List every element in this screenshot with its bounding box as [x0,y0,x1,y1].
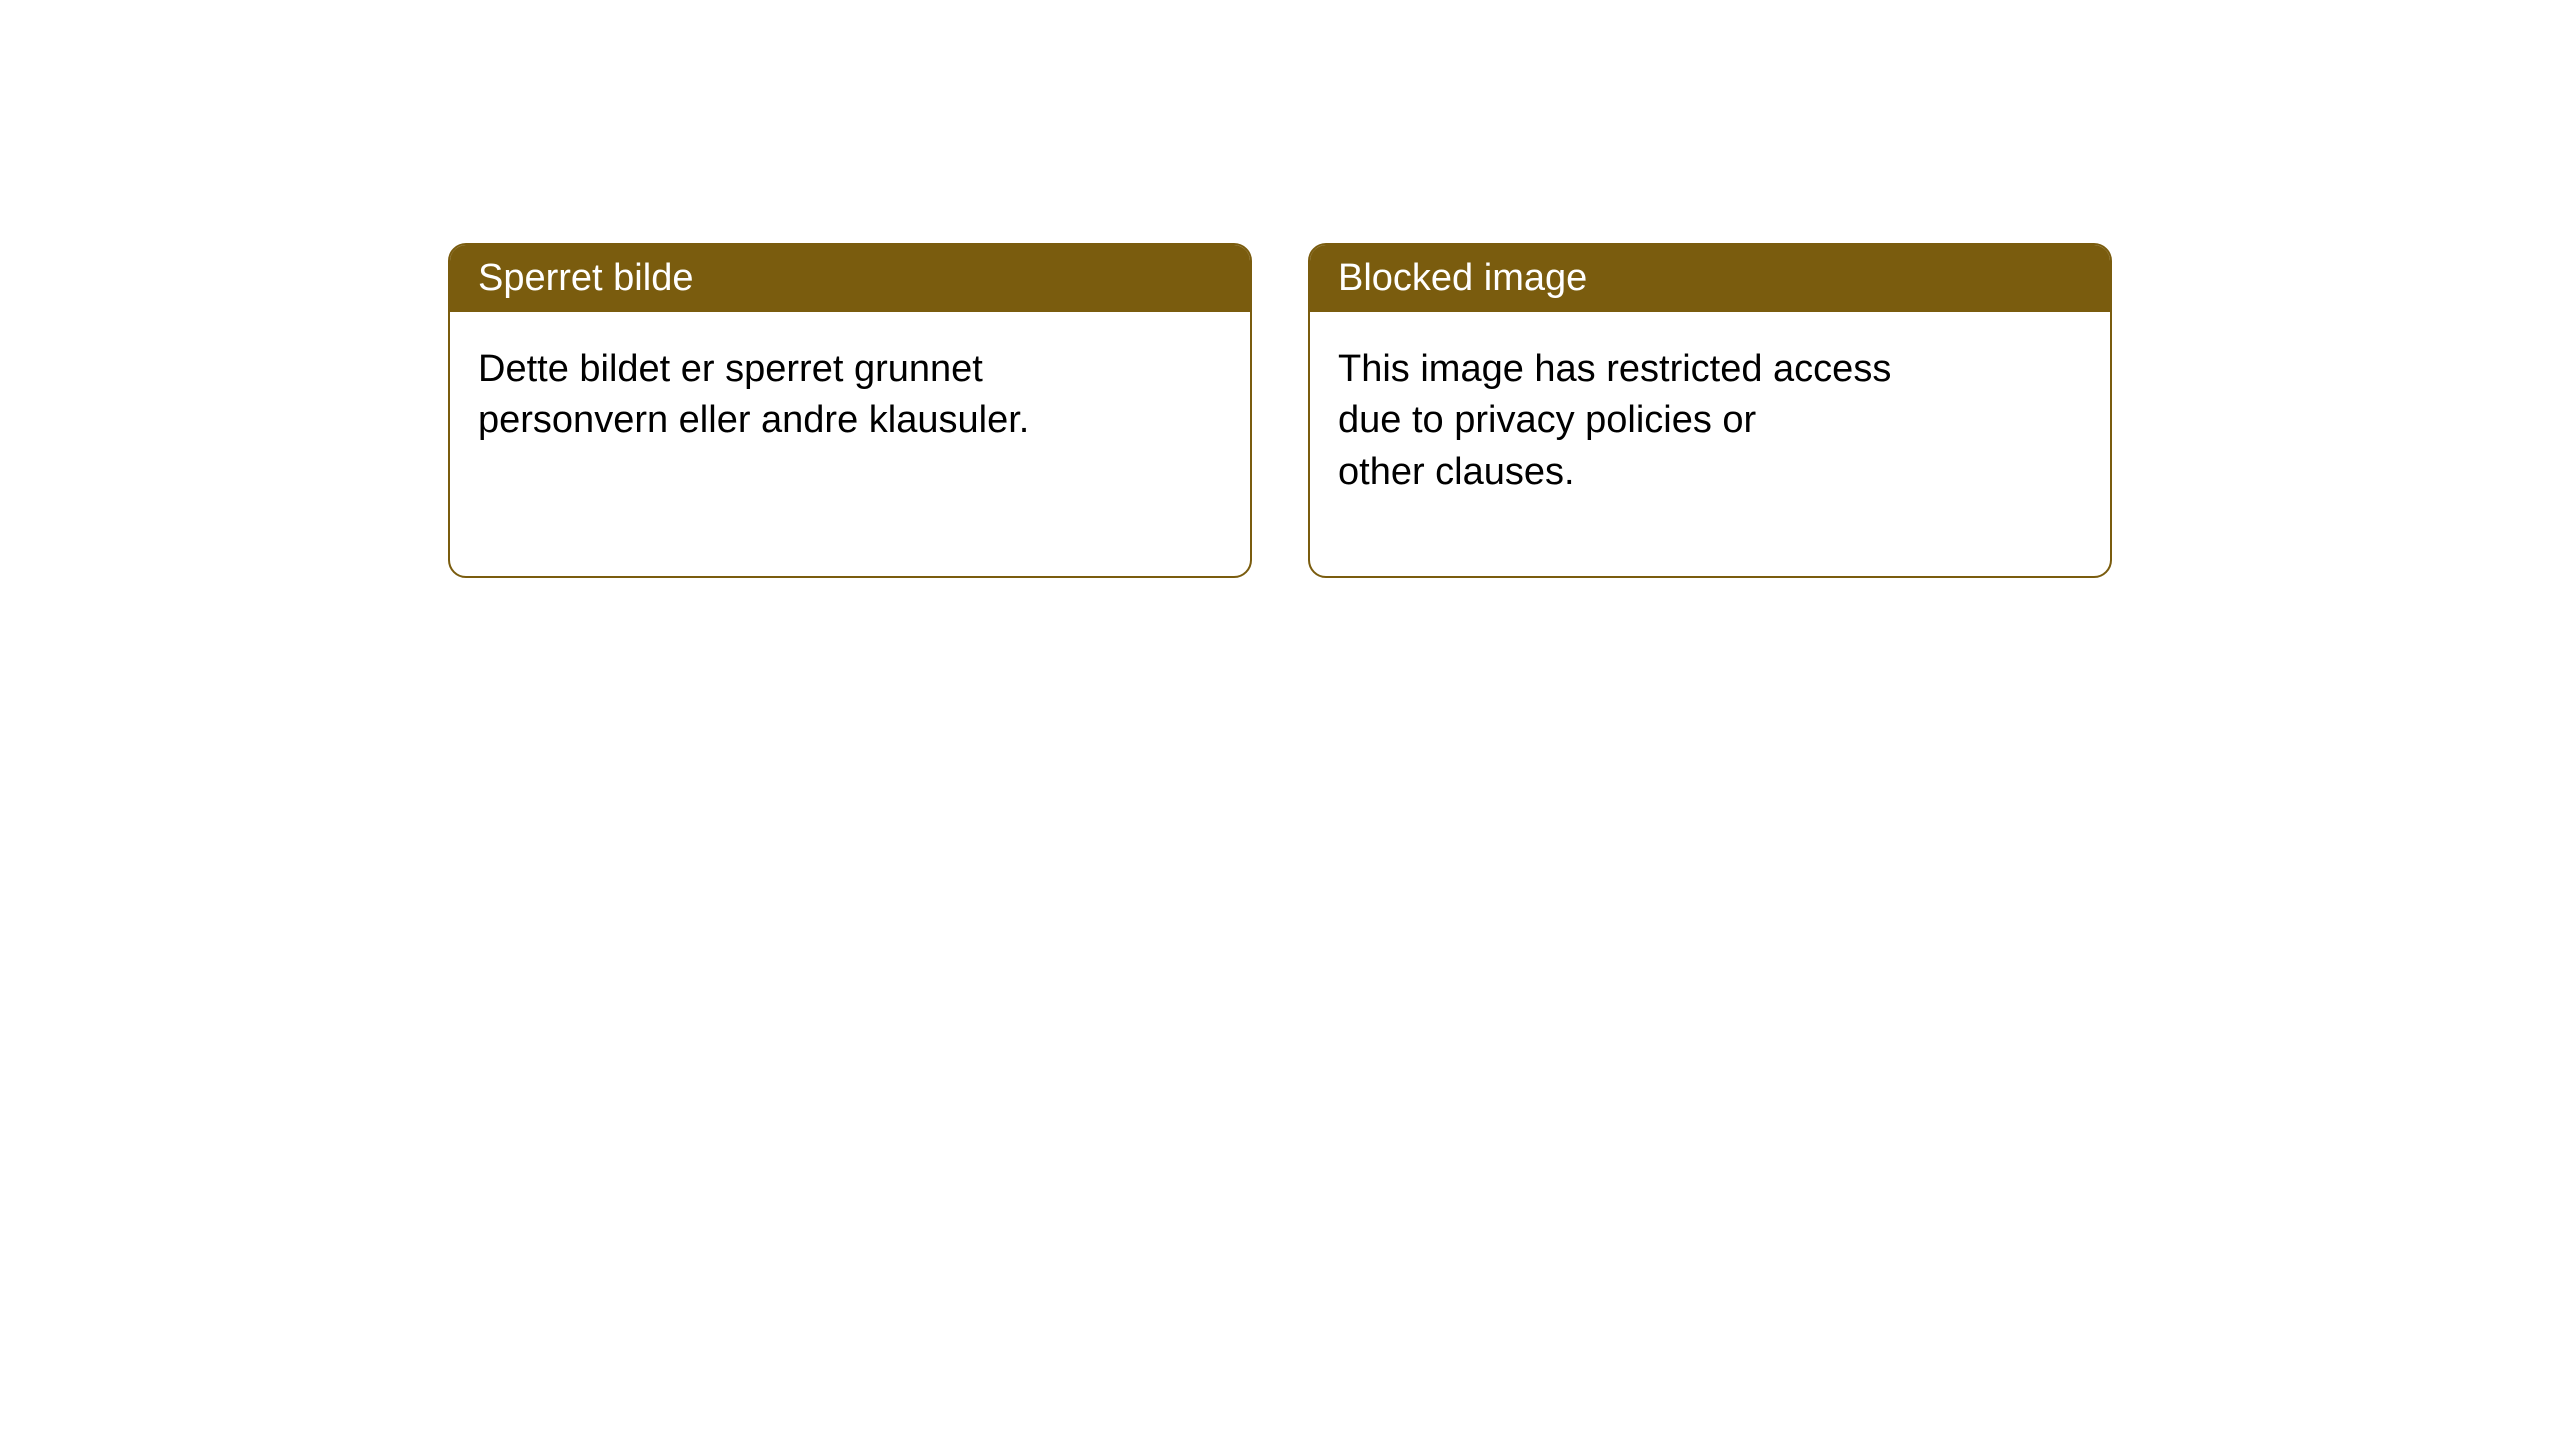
notice-body: This image has restricted access due to … [1310,312,2110,530]
notice-container: Sperret bilde Dette bildet er sperret gr… [0,0,2560,578]
notice-body: Dette bildet er sperret grunnet personve… [450,312,1250,479]
notice-box-english: Blocked image This image has restricted … [1308,243,2112,578]
notice-header: Sperret bilde [450,245,1250,312]
notice-box-norwegian: Sperret bilde Dette bildet er sperret gr… [448,243,1252,578]
notice-header: Blocked image [1310,245,2110,312]
